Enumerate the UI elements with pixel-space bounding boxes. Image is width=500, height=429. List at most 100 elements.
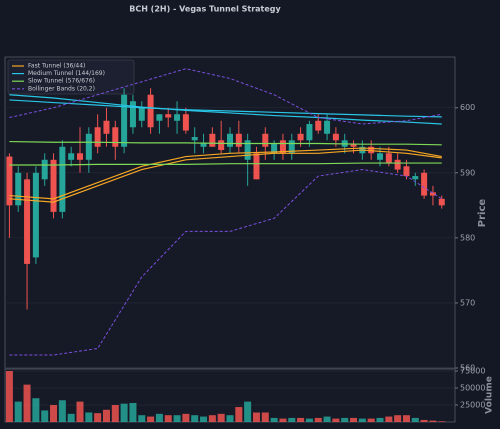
candle-body xyxy=(324,120,331,134)
candle-body xyxy=(77,153,83,160)
y-tick-label: 600 xyxy=(460,103,475,112)
candle-body xyxy=(121,94,128,147)
candle-body xyxy=(191,137,198,141)
volume-bar xyxy=(191,415,199,422)
y-tick-label: 560 xyxy=(460,364,475,373)
volume-bar xyxy=(94,413,102,422)
volume-bar xyxy=(23,384,31,422)
indicator-line xyxy=(9,68,442,125)
candle-body xyxy=(112,127,119,147)
candle-body xyxy=(200,143,207,147)
candle-body xyxy=(24,179,31,264)
volume-bar xyxy=(288,417,296,422)
candle-body xyxy=(429,192,436,196)
candle-body xyxy=(368,146,375,154)
candle-body xyxy=(218,140,225,151)
candle-body xyxy=(288,140,295,154)
candle-body xyxy=(182,114,189,131)
volume-bar xyxy=(173,415,181,422)
candle-body xyxy=(244,140,251,160)
volume-bar xyxy=(67,413,75,422)
legend-label: Slow Tunnel (576/676) xyxy=(28,78,95,85)
candle-body xyxy=(332,133,339,141)
volume-bar xyxy=(367,418,375,422)
candle-body xyxy=(253,153,260,180)
volume-bar xyxy=(385,416,393,422)
candle-body xyxy=(297,133,304,141)
volume-tick-label: 50000 xyxy=(460,384,485,393)
volume-bar xyxy=(244,401,252,422)
candle-body xyxy=(59,146,66,212)
volume-bar xyxy=(14,401,22,422)
volume-bar xyxy=(41,410,49,422)
legend-label: Fast Tunnel (36/44) xyxy=(28,63,85,70)
volume-bar xyxy=(376,417,384,422)
candle-body xyxy=(350,143,357,147)
volume-bar xyxy=(164,415,172,422)
candle-body xyxy=(279,140,286,154)
volume-bar xyxy=(155,413,163,422)
candle-body xyxy=(50,159,57,212)
volume-bar xyxy=(111,405,119,422)
candle-body xyxy=(15,172,22,206)
candle-body xyxy=(6,156,13,206)
candle-body xyxy=(235,133,242,147)
candle-body xyxy=(385,153,392,164)
volume-bar xyxy=(50,405,58,422)
candle-body xyxy=(227,133,233,147)
indicator-line xyxy=(9,162,442,166)
candle-body xyxy=(403,166,410,177)
legend: Fast Tunnel (36/44)Medium Tunnel (144/16… xyxy=(7,59,135,95)
candle-body xyxy=(377,153,383,160)
candle-body xyxy=(315,120,322,131)
volume-bar xyxy=(129,402,137,422)
candle-body xyxy=(262,133,269,147)
candle-body xyxy=(147,94,154,128)
volume-bar xyxy=(58,400,66,422)
volume-bar xyxy=(438,421,446,422)
volume-bar xyxy=(5,371,13,422)
candle-body xyxy=(271,143,278,154)
volume-bar xyxy=(32,398,40,422)
candle-body xyxy=(129,101,136,128)
volume-bar xyxy=(411,417,419,422)
indicator-line xyxy=(9,149,442,203)
volume-bar xyxy=(261,412,269,422)
volume-bar xyxy=(76,401,84,422)
volume-axis-label: Volume xyxy=(485,376,495,414)
volume-bar xyxy=(420,419,428,422)
candle-body xyxy=(41,159,48,180)
volume-bar xyxy=(279,418,287,422)
volume-bar xyxy=(226,415,234,422)
volume-tick-label: 25000 xyxy=(460,401,485,410)
volume-tick-label: 75000 xyxy=(460,367,485,376)
volume-bar xyxy=(341,417,349,422)
volume-bar xyxy=(85,412,93,422)
volume-bar xyxy=(235,407,243,422)
volume-bar xyxy=(297,417,305,422)
price-panel xyxy=(4,56,456,369)
legend-label: Bollinger Bands (20,2) xyxy=(28,85,95,92)
chart-title: BCH (2H) - Vegas Tunnel Strategy xyxy=(129,5,281,14)
candle-body xyxy=(438,198,445,206)
volume-bar xyxy=(102,409,110,422)
volume-bar xyxy=(323,416,331,422)
candle-body xyxy=(103,120,110,134)
volume-bar xyxy=(350,417,358,422)
volume-bar xyxy=(217,413,225,422)
volume-bar xyxy=(394,415,402,422)
y-axis-label: Price xyxy=(477,199,488,228)
y-tick-label: 580 xyxy=(460,233,475,242)
candle-body xyxy=(421,172,428,196)
volume-bar xyxy=(429,420,437,422)
volume-bar xyxy=(402,415,410,422)
volume-bar xyxy=(314,417,322,422)
volume-bar xyxy=(208,415,216,422)
volume-bar xyxy=(200,416,208,422)
volume-bar xyxy=(270,417,278,422)
candle-body xyxy=(174,114,181,121)
y-tick-label: 570 xyxy=(460,298,475,307)
volume-bar xyxy=(358,418,366,422)
candle-body xyxy=(138,107,145,121)
